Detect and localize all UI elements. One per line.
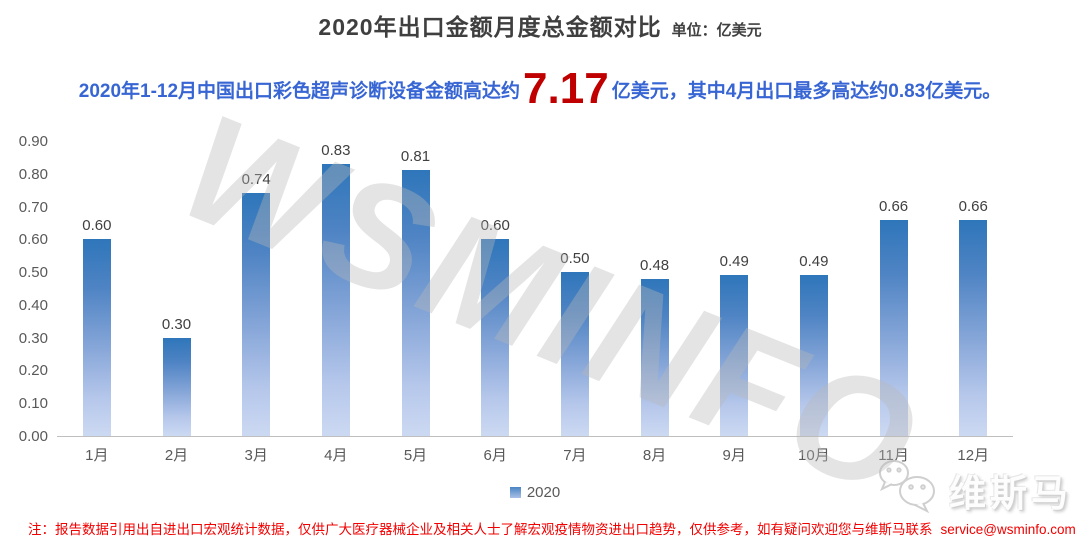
x-axis-category-label: 1月 <box>85 447 109 464</box>
wechat-bubbles-icon <box>877 458 941 521</box>
bar-column: 0.49 10月 <box>774 141 854 464</box>
footer-note-text: 注：报告数据引用出自进出口宏观统计数据，仅供广大医疗器械企业及相关人士了解宏观疫… <box>28 522 933 537</box>
bar <box>321 164 350 436</box>
bar <box>560 272 589 436</box>
bar <box>82 239 111 436</box>
x-axis-category-label: 12月 <box>957 447 990 464</box>
bar-column: 0.81 5月 <box>376 141 456 464</box>
bar-value-label: 0.50 <box>560 250 590 267</box>
bar-value-label: 0.83 <box>321 142 351 159</box>
y-axis-tick-label: 0.00 <box>18 428 48 445</box>
x-axis-category-label: 3月 <box>244 447 268 464</box>
x-axis-category-label: 7月 <box>563 447 587 464</box>
bar-column: 0.50 7月 <box>535 141 615 464</box>
y-axis-tick-label: 0.80 <box>18 165 48 183</box>
bar-value-label: 0.49 <box>799 253 829 270</box>
unit-label: 单位：亿美元 <box>671 22 762 39</box>
bar-value-label: 0.81 <box>400 148 431 165</box>
bar-value-label: 0.60 <box>480 217 510 234</box>
y-axis-tick-label: 0.10 <box>18 395 48 413</box>
bar <box>799 275 828 436</box>
bar <box>401 170 430 436</box>
legend-swatch <box>509 487 521 498</box>
brand-logo: 维斯马 <box>877 458 1072 521</box>
bar-column: 0.83 4月 <box>296 141 376 464</box>
bar-value-label: 0.49 <box>719 253 749 270</box>
y-axis-tick-label: 0.30 <box>18 329 48 347</box>
bar-column: 0.30 2月 <box>137 141 217 464</box>
bar-value-label: 0.30 <box>161 316 192 333</box>
x-axis-category-label: 10月 <box>798 447 830 464</box>
subtitle-prefix: 2020年1-12月中国出口彩色超声诊断设备金额高达约 <box>78 81 521 102</box>
y-axis: 0.90 0.80 0.70 0.60 0.50 0.40 0.30 0.20 0.10 0.00 <box>0 0 48 544</box>
y-axis-tick-label: 0.70 <box>18 198 48 216</box>
bar-value-label: 0.48 <box>639 257 670 274</box>
page-title: 2020年出口金额月度总金额对比 <box>318 14 662 40</box>
x-axis-category-label: 9月 <box>722 447 746 464</box>
bar <box>162 338 191 436</box>
subtitle-suffix: 亿美元，其中4月出口最多高达约0.83亿美元。 <box>611 81 1002 102</box>
bar <box>242 193 271 436</box>
bar <box>481 239 510 436</box>
bar-column: 0.60 1月 <box>57 141 137 464</box>
chart-title-row: 2020年出口金额月度总金额对比 单位：亿美元 <box>0 8 1080 42</box>
bar-value-label: 0.66 <box>958 198 988 215</box>
footer-note: 注：报告数据引用出自进出口宏观统计数据，仅供广大医疗器械企业及相关人士了解宏观疫… <box>28 518 1076 538</box>
legend-label: 2020 <box>526 484 561 501</box>
bar-value-label: 0.60 <box>82 217 112 234</box>
bar-value-label: 0.74 <box>241 171 271 188</box>
x-axis-category-label: 4月 <box>324 447 348 464</box>
footer-email: service@wsminfo.com <box>940 522 1076 537</box>
y-axis-tick-label: 0.90 <box>18 133 48 150</box>
x-axis-category-label: 6月 <box>483 447 507 464</box>
bar-column: 0.60 6月 <box>455 141 535 464</box>
y-axis-tick-label: 0.20 <box>18 362 48 380</box>
bar <box>640 279 669 436</box>
bar-column: 0.66 11月 <box>854 141 934 464</box>
bar-column: 0.48 8月 <box>615 141 695 464</box>
y-axis-tick-label: 0.40 <box>18 296 48 314</box>
x-axis-category-label: 8月 <box>642 447 667 464</box>
subtitle-highlight-value: 7.17 <box>523 64 609 113</box>
x-axis-category-label: 5月 <box>403 447 428 464</box>
bar <box>959 220 988 436</box>
x-axis-category-label: 11月 <box>878 447 909 464</box>
bar-value-label: 0.66 <box>878 198 909 215</box>
y-axis-tick-label: 0.60 <box>18 231 48 249</box>
subtitle: 2020年1-12月中国出口彩色超声诊断设备金额高达约7.17 亿美元，其中4月出… <box>0 66 1080 120</box>
bar <box>879 220 908 436</box>
bar-column: 0.74 3月 <box>216 141 296 464</box>
y-axis-tick-label: 0.50 <box>18 264 48 282</box>
bar-column: 0.49 9月 <box>694 141 774 464</box>
x-axis-category-label: 2月 <box>164 447 189 464</box>
bar-chart-plot-area: 0.60 1月 0.30 2月 0.74 3月 0.83 4月 0.81 5月 0.60 6月 0.50… <box>57 141 1013 464</box>
chart-legend: 2020 <box>57 484 1013 501</box>
bar <box>720 275 749 436</box>
bar-column: 0.66 12月 <box>933 141 1013 464</box>
brand-name: 维斯马 <box>949 472 1072 514</box>
